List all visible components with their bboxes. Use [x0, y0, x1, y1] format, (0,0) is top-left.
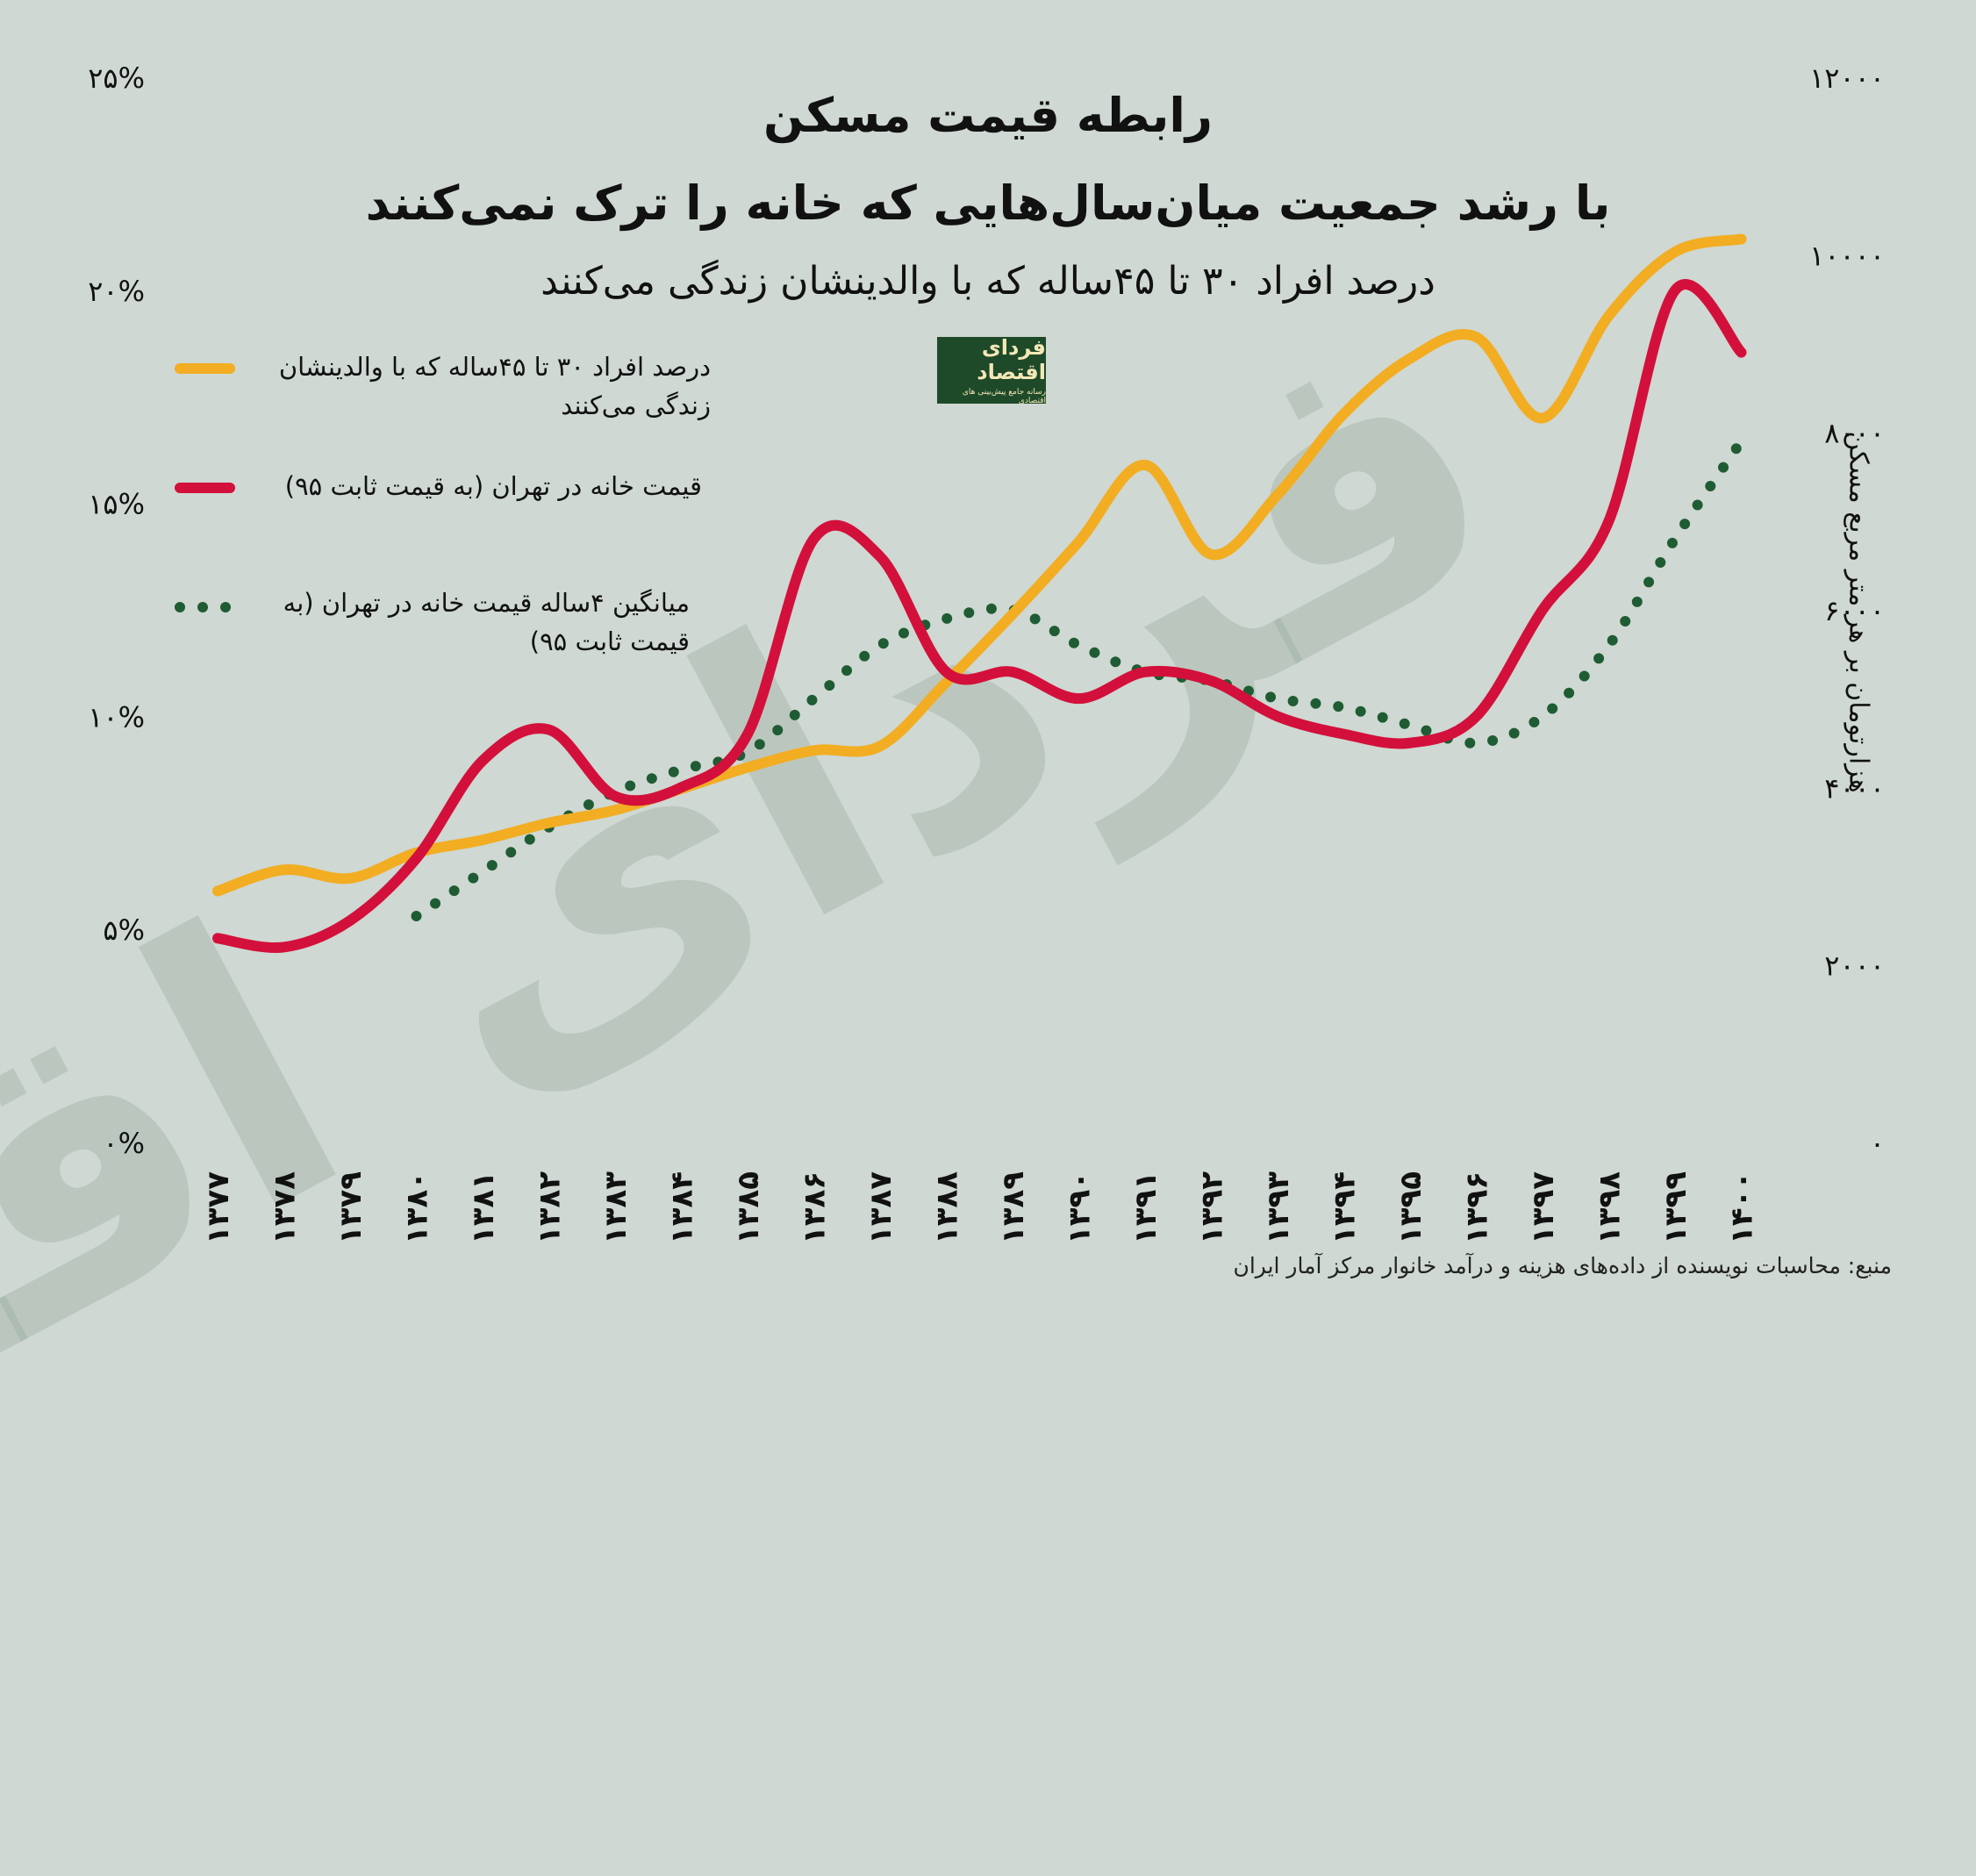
x-axis-tick-label: ۱۳۸۲	[533, 1171, 568, 1244]
infographic: فردای اقتصاد ۰% ۵% ۱۰% ۱۵% ۲۰% ۲۵% ۰ ۲۰۰۰ ۴۰۰۰ ۶۰…	[0, 61, 1892, 1835]
x-axis-tick-label: ۱۳۸۰	[400, 1171, 435, 1244]
left-axis-tick-label: ۲۵%	[88, 61, 145, 95]
line-chart: ۰% ۵% ۱۰% ۱۵% ۲۰% ۲۵% ۰ ۲۰۰۰ ۴۰۰۰ ۶۰۰۰ ۸۰۰۰ ۱۰۰۰۰ ۱۲…	[88, 61, 1885, 1244]
right-axis-tick-label: ۱۰۰۰۰	[1809, 239, 1885, 272]
x-axis-tick-label: ۱۳۹۴	[1328, 1171, 1363, 1244]
x-axis-tick-label: ۱۳۸۴	[665, 1171, 700, 1244]
x-axis-tick-label: ۱۳۹۶	[1460, 1171, 1495, 1244]
right-axis-tick-label: ۸۰۰۰	[1824, 417, 1885, 450]
right-axis-tick-label: ۶۰۰۰	[1824, 594, 1885, 627]
source-note: منبع: محاسبات نویسنده از داده‌های هزینه …	[1233, 1253, 1892, 1278]
legend-label-orange-line-2: زندگی می‌کنند	[561, 390, 711, 420]
legend-label-red-line-1: قیمت خانه در تهران (به قیمت ثابت ۹۵)	[284, 471, 702, 501]
legend-label-green-line-2: قیمت ثابت ۹۵)	[529, 627, 690, 656]
x-axis-tick-label: ۱۳۸۹	[996, 1171, 1031, 1244]
chart-title-line-1: رابطه قیمت مسکن	[763, 88, 1213, 143]
right-axis-tick-label: ۲۰۰۰	[1824, 949, 1885, 983]
x-axis-tick-label: ۱۳۷۷	[201, 1171, 236, 1244]
left-axis-tick-label: ۵%	[103, 913, 145, 947]
x-axis-tick-label: ۱۳۹۸	[1593, 1171, 1628, 1244]
left-axis-tick-label: ۱۰%	[88, 700, 145, 734]
series-line-1	[212, 279, 1747, 954]
right-axis-label-text: هزارتومان بر هر متر مربع مسکن	[1843, 431, 1874, 793]
x-axis-tick-label: ۱۳۹۳	[1261, 1171, 1296, 1244]
x-axis-tick-label: ۱۴۰۰	[1725, 1171, 1760, 1244]
x-axis-tick-label: ۱۳۸۶	[798, 1171, 833, 1244]
series-line-2	[411, 435, 1747, 922]
x-axis-tick-label: ۱۳۹۵	[1393, 1171, 1428, 1244]
right-axis-tick-label: ۰	[1870, 1127, 1885, 1160]
legend-label-orange: درصد افراد ۳۰ تا ۴۵ساله که با والدینشان …	[279, 347, 711, 425]
chart-title-line-2: با رشد جمعیت میان‌سال‌هایی که خانه را تر…	[365, 175, 1611, 231]
right-axis-tick-label: ۱۲۰۰۰	[1809, 61, 1885, 95]
left-axis-tick-label: ۰%	[103, 1127, 145, 1160]
left-axis-tick-label: ۱۵%	[88, 488, 145, 521]
right-axis-tick-label: ۴۰۰۰	[1824, 771, 1885, 805]
x-axis-tick-label: ۱۳۹۷	[1526, 1171, 1561, 1244]
x-axis-tick-label: ۱۳۸۷	[863, 1171, 899, 1244]
series-line-0	[212, 233, 1747, 897]
x-axis-tick-label: ۱۳۷۹	[333, 1171, 369, 1244]
x-axis-tick-label: ۱۳۸۳	[598, 1171, 634, 1244]
x-axis-tick-label: ۱۳۹۱	[1128, 1171, 1163, 1244]
x-axis-tick-label: ۱۳۹۰	[1063, 1171, 1098, 1244]
logo-text: فردای اقتصاد	[977, 335, 1046, 384]
legend-label-orange-line-1: درصد افراد ۳۰ تا ۴۵ساله که با والدینشان	[278, 352, 711, 382]
legend-label-green-line-1: میانگین ۴ساله قیمت خانه در تهران (به	[283, 588, 690, 618]
left-axis-tick-label: ۲۰%	[88, 275, 145, 308]
brand-logo: فردای اقتصاد رسانه جامع پیش‌بینی های اقت…	[937, 335, 1046, 405]
x-axis-tick-label: ۱۳۸۸	[930, 1171, 965, 1244]
x-axis-tick-label: ۱۳۹۲	[1195, 1171, 1230, 1244]
logo-subtext: رسانه جامع پیش‌بینی های اقتصادی	[962, 388, 1046, 405]
chart-subtitle: درصد افراد ۳۰ تا ۴۵ساله که با والدینشان …	[541, 259, 1435, 304]
x-axis-tick-label: ۱۳۸۵	[731, 1171, 766, 1244]
legend-label-red: قیمت خانه در تهران (به قیمت ثابت ۹۵)	[285, 467, 702, 505]
x-axis-tick-label: ۱۳۸۱	[466, 1171, 501, 1244]
x-axis-tick-label: ۱۳۷۸	[268, 1171, 303, 1244]
x-axis-tick-label: ۱۳۹۹	[1658, 1171, 1693, 1244]
legend-label-green: میانگین ۴ساله قیمت خانه در تهران (به قیم…	[283, 584, 690, 661]
